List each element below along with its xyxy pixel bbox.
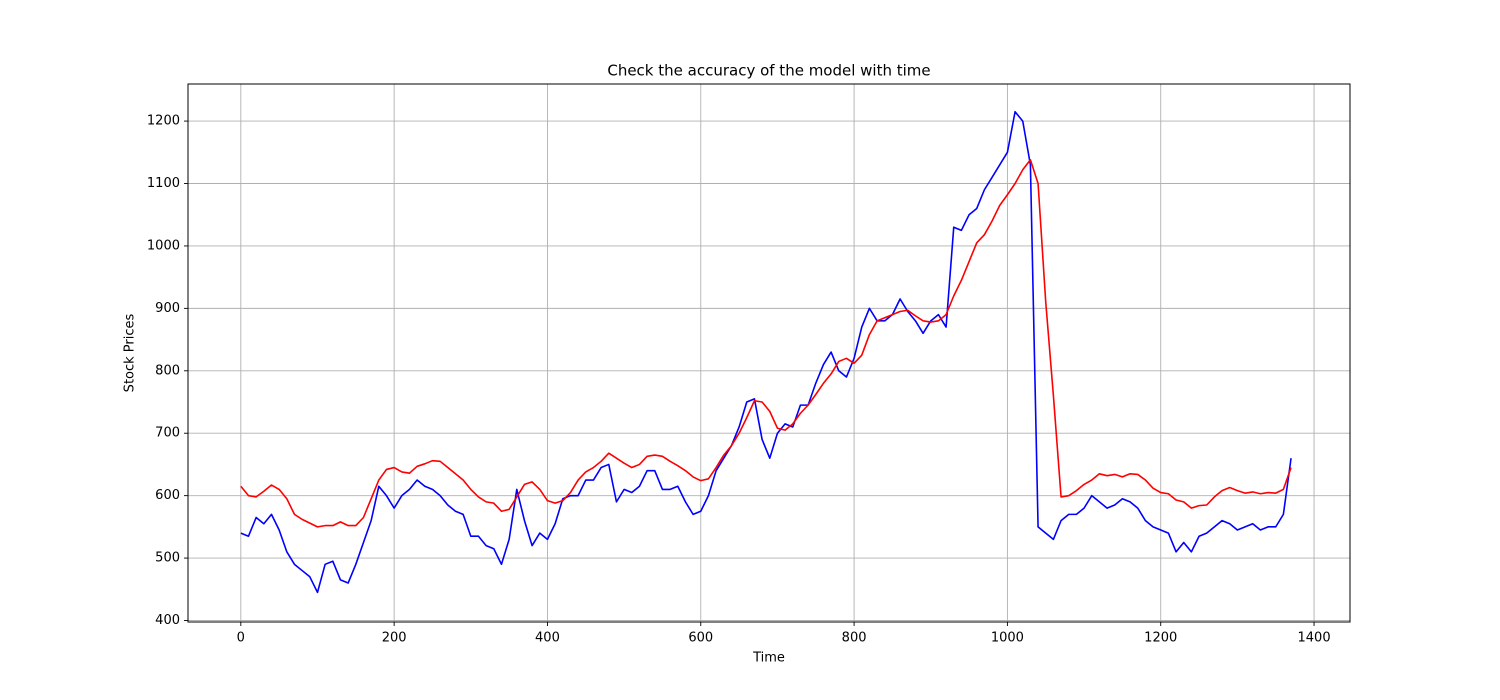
y-tick-label: 500: [155, 551, 180, 566]
data-line: [240, 158, 1292, 528]
y-tick-label: 700: [155, 426, 180, 441]
x-axis-label: Time: [752, 651, 785, 666]
data-line: [240, 110, 1292, 594]
y-tick-label: 400: [155, 613, 180, 628]
y-tick-label: 1100: [147, 176, 180, 191]
chart-title: Check the accuracy of the model with tim…: [607, 62, 930, 80]
plot-area: 0 200 400 600 800 1000 1200 1400 400 500 600 700 800…: [147, 84, 1350, 646]
x-tick-label: 200: [382, 631, 407, 646]
x-tick-label: 0: [237, 631, 245, 646]
x-tick-label: 1200: [1144, 631, 1177, 646]
y-tick-label: 900: [155, 301, 180, 316]
y-tick-label: 1000: [147, 238, 180, 253]
x-tick-label: 800: [842, 631, 867, 646]
axes-frame: [187, 83, 1351, 623]
y-tick-label: 600: [155, 488, 180, 503]
x-tick-label: 400: [535, 631, 560, 646]
x-tick-label: 600: [688, 631, 713, 646]
y-tick-label: 1200: [147, 114, 180, 129]
x-tick-label: 1000: [991, 631, 1024, 646]
y-axis-label: Stock Prices: [123, 313, 138, 392]
x-tick-label: 1400: [1298, 631, 1331, 646]
y-tick-label: 800: [155, 363, 180, 378]
